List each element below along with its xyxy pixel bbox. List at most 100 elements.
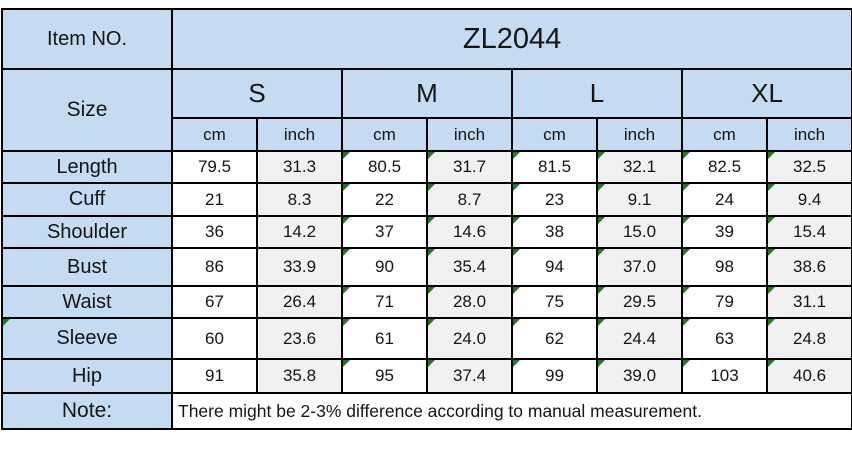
cell-value: 23 xyxy=(545,189,564,209)
row-label-waist: Waist xyxy=(1,285,173,319)
item-no-value: ZL2044 xyxy=(170,8,852,70)
error-indicator-icon xyxy=(429,250,435,256)
cell-hip-s-inch: 35.8 xyxy=(256,358,343,394)
note-text: There might be 2-3% difference according… xyxy=(170,392,852,430)
row-label-sleeve: Sleeve xyxy=(1,317,173,360)
item-no-label: Item NO. xyxy=(1,8,173,70)
error-indicator-icon xyxy=(599,250,605,256)
error-indicator-icon xyxy=(769,320,775,326)
cell-length-xl-cm: 82.5 xyxy=(681,150,768,184)
cell-cuff-l-cm: 23 xyxy=(511,182,598,217)
cell-value: 22 xyxy=(375,189,394,209)
error-indicator-icon xyxy=(429,218,435,224)
cell-value: 15.0 xyxy=(622,222,657,241)
cell-value: 37 xyxy=(375,222,394,241)
size-label: Size xyxy=(1,68,173,152)
error-indicator-icon xyxy=(684,361,690,367)
size-header-s: S xyxy=(171,68,343,119)
cell-waist-s-cm: 67 xyxy=(171,285,258,319)
cell-value: 32.1 xyxy=(622,157,657,176)
size-header-row: Size S M L XL xyxy=(1,68,852,152)
cell-sleeve-m-inch: 24.0 xyxy=(426,317,513,360)
item-number-row: Item NO. ZL2044 xyxy=(1,8,852,70)
error-indicator-icon xyxy=(684,185,690,191)
cell-sleeve-l-cm: 62 xyxy=(511,317,598,360)
cell-value: 99 xyxy=(545,366,564,385)
cell-shoulder-m-inch: 14.6 xyxy=(426,215,513,249)
cell-bust-l-inch: 37.0 xyxy=(596,247,683,287)
cell-value: 94 xyxy=(545,257,564,276)
cell-cuff-m-inch: 8.7 xyxy=(426,182,513,217)
cell-sleeve-s-cm: 60 xyxy=(171,317,258,360)
cell-value: 28.0 xyxy=(452,292,487,311)
cell-waist-m-cm: 71 xyxy=(341,285,428,319)
error-indicator-icon xyxy=(599,153,605,159)
cell-waist-xl-inch: 31.1 xyxy=(765,285,852,319)
row-label-hip: Hip xyxy=(1,358,173,394)
error-indicator-icon xyxy=(769,361,775,367)
unit-header-m-cm: cm xyxy=(341,117,428,152)
cell-waist-l-inch: 29.5 xyxy=(596,285,683,319)
error-indicator-icon xyxy=(684,250,690,256)
units-header-row: cm inch cm inch cm inch cm inch xyxy=(2,117,852,152)
error-indicator-icon xyxy=(514,320,520,326)
cell-hip-xl-inch: 40.6 xyxy=(765,358,852,394)
cell-shoulder-s-cm: 36 xyxy=(171,215,258,249)
cell-bust-xl-cm: 98 xyxy=(681,247,768,287)
cell-value: 24 xyxy=(715,189,734,209)
cell-cuff-s-cm: 21 xyxy=(171,182,258,217)
cell-cuff-xl-inch: 9.4 xyxy=(765,182,852,217)
error-indicator-icon xyxy=(769,288,775,294)
cell-value: 37.4 xyxy=(452,366,487,385)
unit-header-s-cm: cm xyxy=(171,117,258,152)
cell-value: 38 xyxy=(545,222,564,241)
cell-length-m-cm: 80.5 xyxy=(341,150,428,184)
error-indicator-icon xyxy=(429,185,435,191)
row-label-bust: Bust xyxy=(1,247,173,287)
error-indicator-icon xyxy=(514,218,520,224)
unit-header-l-cm: cm xyxy=(511,117,598,152)
table-row-shoulder: Shoulder 36 14.2 37 14.6 38 15.0 39 15.4 xyxy=(1,215,852,249)
cell-hip-s-cm: 91 xyxy=(171,358,258,394)
cell-value: 98 xyxy=(715,257,734,276)
unit-header-s-inch: inch xyxy=(256,117,343,152)
cell-value: 24.8 xyxy=(793,328,827,348)
cell-value: 39 xyxy=(715,222,734,241)
cell-cuff-l-inch: 9.1 xyxy=(596,182,683,217)
error-indicator-icon xyxy=(769,153,775,159)
cell-hip-xl-cm: 103 xyxy=(681,358,768,394)
error-indicator-icon xyxy=(769,185,775,191)
cell-shoulder-l-cm: 38 xyxy=(511,215,598,249)
error-indicator-icon xyxy=(344,320,350,326)
cell-bust-l-cm: 94 xyxy=(511,247,598,287)
cell-cuff-s-inch: 8.3 xyxy=(256,182,343,217)
error-indicator-icon xyxy=(429,320,435,326)
cell-value: 31.7 xyxy=(452,157,487,176)
error-indicator-icon xyxy=(599,288,605,294)
cell-hip-l-cm: 99 xyxy=(511,358,598,394)
size-header-l: L xyxy=(511,68,683,119)
cell-waist-xl-cm: 79 xyxy=(681,285,768,319)
table-row-length: Length 79.5 31.3 80.5 31.7 81.5 32.1 82.… xyxy=(1,150,852,184)
table-row-bust: Bust 86 33.9 90 35.4 94 37.0 98 38.6 xyxy=(1,247,852,287)
cell-value: 82.5 xyxy=(707,157,742,176)
cell-shoulder-m-cm: 37 xyxy=(341,215,428,249)
cell-bust-s-inch: 33.9 xyxy=(256,247,343,287)
unit-header-xl-cm: cm xyxy=(681,117,768,152)
cell-shoulder-s-inch: 14.2 xyxy=(256,215,343,249)
error-indicator-icon xyxy=(769,218,775,224)
cell-shoulder-xl-inch: 15.4 xyxy=(765,215,852,249)
error-indicator-icon xyxy=(684,288,690,294)
error-indicator-icon xyxy=(344,361,350,367)
cell-waist-m-inch: 28.0 xyxy=(426,285,513,319)
error-indicator-icon xyxy=(344,218,350,224)
error-indicator-icon xyxy=(769,250,775,256)
error-indicator-icon xyxy=(514,185,520,191)
cell-value: 29.5 xyxy=(622,292,657,311)
size-header-m: M xyxy=(341,68,513,119)
cell-value: 39.0 xyxy=(622,366,657,385)
error-indicator-icon xyxy=(344,185,350,191)
cell-cuff-m-cm: 22 xyxy=(341,182,428,217)
error-indicator-icon xyxy=(514,250,520,256)
size-header-xl: XL xyxy=(680,68,852,119)
